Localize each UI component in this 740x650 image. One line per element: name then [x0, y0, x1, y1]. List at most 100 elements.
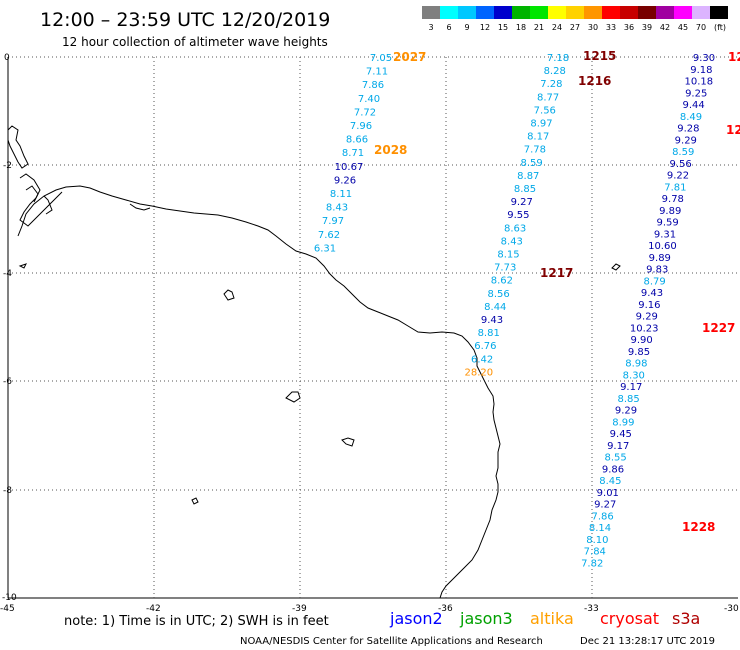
- wave-height-value: 8.56: [487, 289, 509, 300]
- wave-height-value: 7.05: [370, 53, 392, 64]
- x-tick-label: -42: [146, 604, 161, 614]
- wave-height-value: 8.44: [484, 302, 506, 313]
- wave-height-value: 10.23: [630, 323, 659, 334]
- wave-height-value: 9.30: [693, 53, 715, 64]
- wave-height-value: 8.30: [623, 370, 645, 381]
- wave-height-value: 7.40: [358, 94, 380, 105]
- wave-height-value: 8.71: [342, 148, 364, 159]
- legend-label: 21: [534, 23, 544, 32]
- y-tick-label: 0: [4, 53, 10, 63]
- wave-height-value: 7.86: [362, 80, 384, 91]
- wave-height-value: 28.20: [464, 367, 493, 378]
- wave-height-value: 8.62: [491, 276, 513, 287]
- wave-height-value: 7.84: [584, 547, 606, 558]
- x-tick-label: -33: [584, 604, 599, 614]
- wave-height-value: 6.42: [471, 354, 493, 365]
- wave-height-value: 9.45: [610, 429, 632, 440]
- wave-height-value: 8.28: [544, 66, 566, 77]
- legend-label: 12: [480, 23, 490, 32]
- pass-time-label: 1216: [578, 74, 611, 88]
- legend-label: 70: [696, 23, 706, 32]
- cryosat-track: 9.309.1810.189.259.448.499.289.298.599.5…: [581, 50, 740, 569]
- wave-height-value: 10.60: [648, 241, 677, 252]
- wave-height-value: 9.22: [667, 171, 689, 182]
- pass-time-label: 12: [728, 50, 740, 64]
- wave-height-value: 9.31: [654, 229, 676, 240]
- wave-height-value: 7.82: [581, 558, 603, 569]
- wave-height-value: 7.56: [534, 105, 556, 116]
- wave-height-value: 8.11: [330, 189, 352, 200]
- satellite-label-cryosat: cryosat: [600, 609, 659, 628]
- pass-time-label: 1228: [682, 520, 715, 534]
- wave-height-value: 8.17: [527, 132, 549, 143]
- satellite-label-jason2: jason2: [389, 609, 443, 628]
- pass-time-label: 1227: [702, 321, 735, 335]
- wave-height-value: 9.43: [481, 315, 503, 326]
- legend-label: 18: [516, 23, 526, 32]
- legend-label: 27: [570, 23, 580, 32]
- wave-height-value: 8.66: [346, 135, 368, 146]
- wave-height-value: 9.89: [659, 206, 681, 217]
- wave-height-value: 9.29: [636, 312, 658, 323]
- wave-height-value: 9.85: [628, 347, 650, 358]
- wave-height-value: 9.83: [646, 265, 668, 276]
- legend-label: 6: [446, 23, 451, 32]
- generated-timestamp: Dec 21 13:28:17 UTC 2019: [580, 636, 715, 647]
- legend-swatch: [656, 6, 674, 19]
- wave-height-value: 9.29: [675, 135, 697, 146]
- credit-line: NOAA/NESDIS Center for Satellite Applica…: [240, 636, 543, 647]
- coastline: [7, 125, 621, 599]
- x-tick-label: -39: [292, 604, 307, 614]
- wave-height-value: 7.28: [540, 79, 562, 90]
- wave-height-value: 8.59: [520, 158, 542, 169]
- legend-label: 15: [498, 23, 508, 32]
- wave-height-value: 8.10: [586, 535, 608, 546]
- satellite-tracks: 7.05 7.11 7.86 7.40 7.72 7.96 8.66 8.71 10.67 9.2…: [314, 49, 740, 569]
- wave-height-value: 8.43: [326, 203, 348, 214]
- legend-label: 3: [428, 23, 433, 32]
- altika-track: 7.05 7.11 7.86 7.40 7.72 7.96 8.66 8.71 10.67 9.2…: [314, 50, 427, 254]
- x-tick-label: -36: [438, 604, 453, 614]
- wave-height-value: 9.16: [638, 300, 660, 311]
- wave-height-value: 7.18: [547, 53, 569, 64]
- y-tick-label: -8: [3, 486, 12, 496]
- wave-height-value: 7.78: [524, 145, 546, 156]
- satellite-label-altika: altika: [530, 609, 574, 628]
- satellite-label-jason3: jason3: [459, 609, 513, 628]
- x-axis: -45 -42 -39 -36 -33 -30: [0, 604, 739, 614]
- legend-swatch: [674, 6, 692, 19]
- wave-height-value: 6.76: [474, 341, 496, 352]
- wave-height-value: 7.72: [354, 107, 376, 118]
- s3a-track: 7.18 8.28 7.28 8.77 7.56 8.97 8.17 7.78 8.59 8.87…: [464, 49, 616, 378]
- legend-label: 30: [588, 23, 598, 32]
- wave-height-value: 9.27: [594, 500, 616, 511]
- legend-label: 45: [678, 23, 688, 32]
- legend-swatch: [692, 6, 710, 19]
- legend-label: 24: [552, 23, 562, 32]
- wave-height-value: 8.87: [517, 171, 539, 182]
- legend-swatch: [458, 6, 476, 19]
- legend-label: 33: [606, 23, 616, 32]
- legend-swatch: [620, 6, 638, 19]
- y-axis: 0 -2 -4 -6 -8 -10: [2, 53, 17, 603]
- wave-height-value: 8.63: [504, 223, 526, 234]
- pass-time-label: 1215: [583, 49, 616, 63]
- legend-swatch: [710, 6, 728, 19]
- wave-height-value: 8.77: [537, 92, 559, 103]
- wave-height-value: 8.59: [672, 147, 694, 158]
- legend-label: 36: [624, 23, 634, 32]
- legend-swatch: [440, 6, 458, 19]
- wave-height-value: 9.90: [630, 335, 652, 346]
- grid-lines: [8, 56, 738, 598]
- wave-height-value: 8.43: [501, 236, 523, 247]
- legend-swatch: [548, 6, 566, 19]
- wave-height-value: 8.81: [478, 328, 500, 339]
- wave-height-value: 7.62: [318, 230, 340, 241]
- legend-label: 39: [642, 23, 652, 32]
- wave-height-value: 7.97: [322, 216, 344, 227]
- legend-unit: (ft): [714, 23, 726, 32]
- wave-height-value: 6.31: [314, 243, 336, 254]
- wave-height-value: 8.14: [589, 523, 611, 534]
- wave-height-value: 10.18: [684, 77, 713, 88]
